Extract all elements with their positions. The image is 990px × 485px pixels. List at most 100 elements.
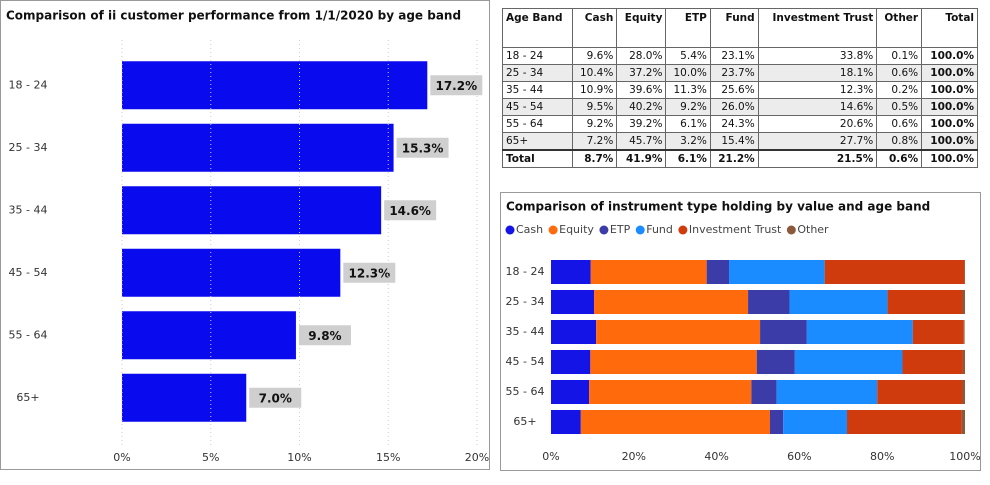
x-tick-label: 20% <box>622 450 646 463</box>
y-tick-label: 45 - 54 <box>506 355 545 368</box>
table-cell: 41.9% <box>616 149 667 168</box>
bar-segment <box>590 350 757 374</box>
table-row: 35 - 44 10.9% 39.6% 11.3% 25.6% 12.3% 0.2% 100.… <box>502 81 978 99</box>
bar-segment <box>594 290 749 314</box>
y-tick-label: 18 - 24 <box>9 78 48 91</box>
bar-segment <box>962 290 965 314</box>
column-header: Total <box>921 8 978 48</box>
value-label: 9.8% <box>308 329 341 343</box>
value-label: 7.0% <box>259 391 292 405</box>
x-tick-label: 100% <box>949 450 980 463</box>
table-cell: 21.2% <box>709 149 759 168</box>
bar-segment <box>551 290 595 314</box>
value-label-bg <box>430 75 483 96</box>
legend-label: ETP <box>610 223 631 236</box>
bar-segment <box>760 320 807 344</box>
bar-segment <box>783 410 848 434</box>
table-cell: 10.9% <box>571 81 618 99</box>
table-cell: 100.0% <box>921 149 978 168</box>
table-cell: 11.3% <box>665 81 711 99</box>
bar-segment <box>748 290 790 314</box>
table-cell: 27.7% <box>757 132 878 151</box>
table-cell: 10.0% <box>665 64 711 82</box>
table-cell: 9.2% <box>571 115 618 133</box>
table-cell: 18 - 24 <box>502 47 573 65</box>
bar-segment <box>551 320 597 344</box>
bar-segment <box>824 260 965 284</box>
bar-segment <box>551 410 581 434</box>
table-row: 65+ 7.2% 45.7% 3.2% 15.4% 27.7% 0.8% 100.0% <box>502 132 978 151</box>
x-tick-label: 80% <box>870 450 894 463</box>
table-cell: 25.6% <box>709 81 759 99</box>
x-tick-label: 5% <box>202 451 219 464</box>
table-cell: 0.5% <box>876 98 923 116</box>
bar-segment <box>551 380 590 404</box>
table-cell: 39.2% <box>616 115 667 133</box>
table-row: Total 8.7% 41.9% 6.1% 21.2% 21.5% 0.6% 100.0% <box>502 149 978 168</box>
table-row: 55 - 64 9.2% 39.2% 6.1% 24.3% 20.6% 0.6% 100.0% <box>502 115 978 133</box>
bar-segment <box>887 290 963 314</box>
table-cell: 5.4% <box>665 47 711 65</box>
column-header: Fund <box>709 8 759 48</box>
bar-segment <box>580 410 771 434</box>
y-tick-label: 55 - 64 <box>506 385 545 398</box>
table-cell: 100.0% <box>921 64 978 82</box>
table-cell: 24.3% <box>709 115 759 133</box>
table-cell: 0.8% <box>876 132 923 151</box>
bar <box>122 61 428 110</box>
table-cell: 3.2% <box>665 132 711 151</box>
table-cell: 15.4% <box>709 132 759 151</box>
table-cell: 0.6% <box>876 64 923 82</box>
column-header: ETP <box>665 8 711 48</box>
chart-title: Comparison of ii customer performance fr… <box>6 9 461 23</box>
data-table: Age Band Cash Equity ETP Fund Investment Trus… <box>502 8 978 168</box>
y-tick-label: 65+ <box>16 391 39 404</box>
bar-segment <box>751 380 777 404</box>
table-row: 25 - 34 10.4% 37.2% 10.0% 23.7% 18.1% 0.6% 100.… <box>502 64 978 82</box>
table-cell: 100.0% <box>921 115 978 133</box>
table-cell: 6.1% <box>665 149 711 168</box>
legend-marker <box>505 225 515 235</box>
table-cell: 65+ <box>502 132 573 151</box>
column-header: Other <box>876 8 923 48</box>
table-cell: 14.6% <box>757 98 878 116</box>
x-tick-label: 0% <box>542 450 559 463</box>
table-cell: 39.6% <box>616 81 667 99</box>
table-body: 18 - 24 9.6% 28.0% 5.4% 23.1% 33.8% 0.1% 100.0%… <box>502 47 978 168</box>
bar-segment <box>770 410 784 434</box>
table-row: 45 - 54 9.5% 40.2% 9.2% 26.0% 14.6% 0.5% 100.0% <box>502 98 978 116</box>
bar-segment <box>776 380 878 404</box>
legend-label: Investment Trust <box>689 223 782 236</box>
table-cell: 0.6% <box>876 115 923 133</box>
table-cell: 100.0% <box>921 81 978 99</box>
table-header: Age Band Cash Equity ETP Fund Investment Trus… <box>502 8 978 48</box>
bar-segment <box>789 290 888 314</box>
column-header: Cash <box>571 8 618 48</box>
table-cell: 28.0% <box>616 47 667 65</box>
value-label-bg <box>298 325 351 346</box>
bar <box>122 373 247 422</box>
table-cell: 0.2% <box>876 81 923 99</box>
bar-segment <box>962 350 965 374</box>
bar <box>122 186 382 235</box>
legend-marker <box>548 225 558 235</box>
bar-segment <box>912 320 964 344</box>
table-row: 18 - 24 9.6% 28.0% 5.4% 23.1% 33.8% 0.1% 100.0% <box>502 47 978 65</box>
table-cell: 18.1% <box>757 64 878 82</box>
bar-segment <box>729 260 825 284</box>
table-cell: 10.4% <box>571 64 618 82</box>
bar <box>122 248 341 297</box>
bar-segment <box>961 410 965 434</box>
bar-segment <box>963 320 965 344</box>
column-header: Age Band <box>502 8 573 48</box>
table-cell: 23.1% <box>709 47 759 65</box>
table-cell: 55 - 64 <box>502 115 573 133</box>
table-cell: 9.2% <box>665 98 711 116</box>
table-cell: 26.0% <box>709 98 759 116</box>
value-label: 12.3% <box>349 266 391 280</box>
value-label-bg <box>343 262 396 283</box>
legend-label: Other <box>797 223 829 236</box>
y-tick-label: 55 - 64 <box>9 328 48 341</box>
